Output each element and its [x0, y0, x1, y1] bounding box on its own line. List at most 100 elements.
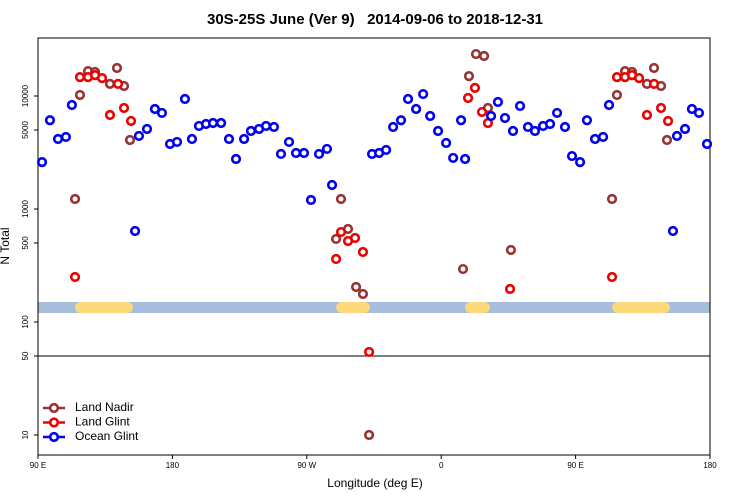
point	[463, 70, 475, 82]
point	[335, 193, 347, 205]
point	[326, 179, 338, 191]
point	[268, 121, 280, 133]
point	[462, 92, 474, 104]
point	[693, 107, 705, 119]
point	[363, 429, 375, 441]
point	[701, 138, 713, 150]
point	[215, 117, 227, 129]
point	[492, 96, 504, 108]
legend-label: Land Glint	[75, 415, 130, 429]
point	[313, 148, 325, 160]
point	[476, 106, 488, 118]
point	[290, 147, 302, 159]
point	[363, 346, 375, 358]
point	[125, 115, 137, 127]
legend-label: Land Nadir	[75, 400, 134, 414]
point	[411, 103, 422, 115]
y-tick-label: 50	[21, 351, 30, 360]
surface-band	[38, 302, 710, 313]
point	[655, 102, 667, 114]
point	[507, 125, 519, 137]
point	[124, 134, 136, 146]
point	[74, 71, 86, 83]
point	[133, 130, 145, 142]
point	[581, 115, 593, 126]
point	[96, 72, 108, 84]
point	[574, 156, 586, 168]
point	[305, 194, 317, 206]
point	[499, 112, 511, 124]
y-tick-label: 10000	[21, 84, 30, 107]
point	[432, 125, 444, 137]
point	[648, 62, 660, 74]
point	[380, 144, 392, 156]
point	[597, 131, 609, 143]
point	[606, 193, 618, 205]
point	[223, 133, 235, 145]
point	[186, 133, 198, 145]
point	[245, 125, 257, 137]
legend-marker	[48, 417, 60, 428]
point	[661, 134, 673, 146]
point	[349, 232, 361, 244]
y-tick-label: 1000	[21, 200, 30, 218]
point	[230, 153, 242, 165]
legend-marker	[48, 402, 60, 414]
x-tick-label: 90 E	[30, 461, 46, 470]
point	[589, 133, 601, 145]
point	[633, 72, 645, 84]
point	[457, 263, 469, 275]
point	[641, 109, 653, 121]
point	[104, 109, 116, 121]
x-tick-label: 90 W	[297, 461, 316, 470]
point	[667, 225, 679, 237]
plot-frame	[37, 37, 711, 456]
point	[648, 78, 660, 89]
point	[283, 136, 295, 148]
point	[395, 115, 407, 126]
y-tick-label: 10	[21, 430, 30, 439]
point	[156, 107, 168, 119]
point	[459, 153, 471, 165]
point	[129, 225, 141, 237]
point	[238, 133, 250, 145]
legend-marker	[48, 431, 60, 443]
y-tick-label: 500	[21, 236, 30, 250]
point	[52, 133, 64, 145]
point	[662, 115, 674, 127]
point	[679, 123, 691, 135]
x-tick-label: 90 E	[567, 461, 583, 470]
point	[402, 93, 414, 105]
x-axis-label: Longitude (deg E)	[327, 476, 422, 490]
x-tick-label: 180	[166, 461, 180, 470]
point	[469, 82, 481, 93]
point	[44, 115, 56, 126]
y-axis-label: N Total	[0, 227, 12, 264]
point	[455, 115, 467, 126]
y-tick-label: 5000	[21, 121, 30, 139]
point	[112, 78, 124, 89]
point	[207, 117, 219, 129]
legend-label: Ocean Glint	[75, 429, 139, 443]
point	[559, 121, 571, 133]
point	[611, 89, 623, 101]
point	[388, 121, 399, 133]
land-band	[336, 302, 370, 313]
point	[485, 110, 497, 122]
point	[118, 102, 130, 114]
point	[260, 120, 272, 132]
point	[179, 93, 191, 105]
point	[551, 107, 563, 119]
point	[505, 244, 517, 256]
point	[603, 99, 615, 111]
x-tick-label: 0	[439, 461, 444, 470]
point	[36, 156, 48, 168]
point	[529, 125, 541, 137]
y-tick-label: 100	[21, 315, 30, 329]
point	[522, 121, 534, 133]
point	[335, 226, 347, 238]
point	[104, 78, 116, 89]
point	[448, 152, 459, 164]
x-tick-label: 180	[703, 461, 717, 470]
